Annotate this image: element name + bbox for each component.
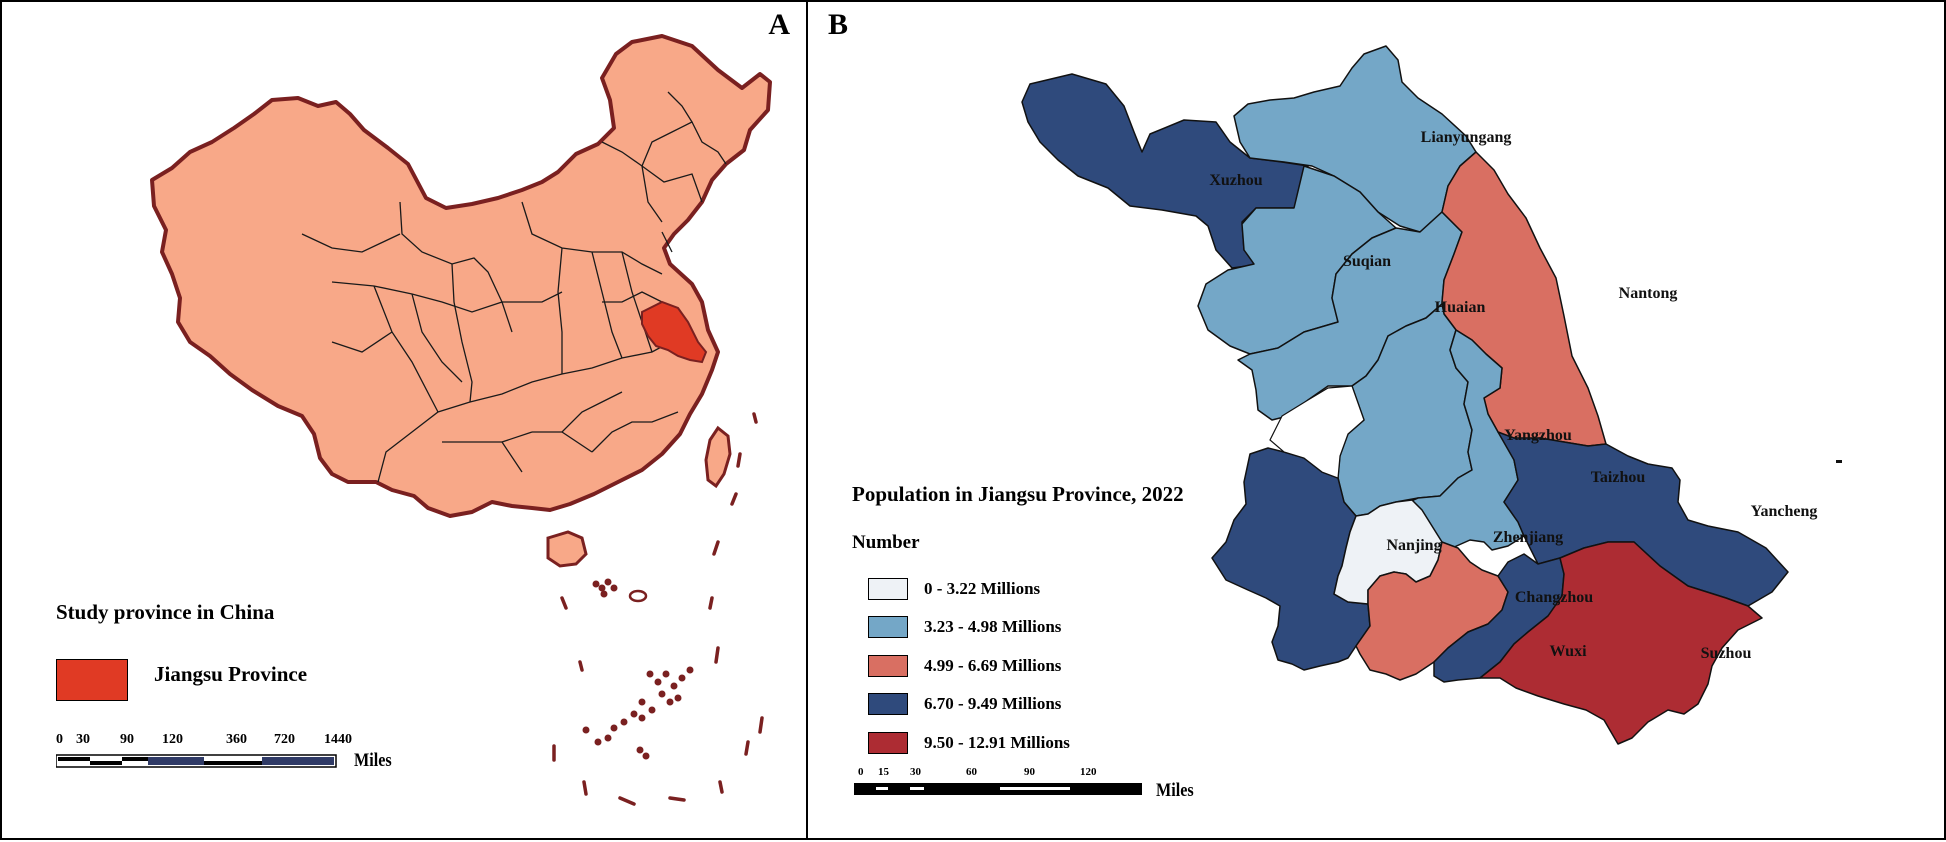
- hainan-island: [546, 530, 588, 568]
- legend-label: 3.23 - 4.98 Millions: [924, 617, 1062, 636]
- city-label-taizhou: Taizhou: [1591, 469, 1646, 486]
- scale-tick: 90: [120, 732, 134, 747]
- region-yancheng: [1497, 431, 1789, 607]
- city-label-huaian: Huaian: [1435, 299, 1486, 316]
- jiangsu-highlight: [641, 300, 708, 364]
- legend-swatch: [868, 732, 908, 754]
- panel-a-scale-units: Miles: [354, 750, 392, 771]
- scale-tick: 1440: [324, 732, 352, 747]
- south-china-sea-islands: [582, 578, 694, 760]
- legend-item: 0 - 3.22 Millions: [868, 578, 1040, 600]
- legend-item: 4.99 - 6.69 Millions: [868, 655, 1061, 677]
- coastal-mark: [1836, 460, 1842, 463]
- taiwan-island: [704, 425, 732, 489]
- city-label-lianyungang: Lianyungang: [1421, 129, 1512, 146]
- panel-b-legend-title: Population in Jiangsu Province, 2022: [852, 482, 1184, 506]
- panel-b-scale-units: Miles: [1156, 780, 1194, 801]
- legend-label: 6.70 - 9.49 Millions: [924, 694, 1062, 713]
- city-label-wuxi: Wuxi: [1549, 643, 1587, 660]
- jiangsu-legend-label: Jiangsu Province: [154, 662, 308, 686]
- legend-swatch: [868, 616, 908, 638]
- region-nanjing: [1211, 447, 1371, 671]
- scale-tick: 90: [1024, 766, 1035, 778]
- city-label-changzhou: Changzhou: [1515, 589, 1593, 606]
- legend-swatch: [868, 578, 908, 600]
- scale-tick: 30: [910, 766, 921, 778]
- jiangsu-legend-swatch: [56, 659, 128, 701]
- panel-b-letter: B: [828, 8, 849, 41]
- legend-item: 9.50 - 12.91 Millions: [868, 732, 1070, 754]
- scale-tick: 720: [274, 732, 295, 747]
- city-label-yangzhou: Yangzhou: [1504, 427, 1572, 444]
- panel-b-scale-bar: [854, 783, 1142, 795]
- legend-label: 0 - 3.22 Millions: [924, 579, 1041, 598]
- panel-a-scale-ticks: 0 30 90 120 360 720 1440: [56, 732, 356, 748]
- panel-b-scale-ticks: 0 15 30 60 90 120: [858, 766, 1158, 780]
- scale-tick: 360: [226, 732, 247, 747]
- scale-tick: 120: [162, 732, 183, 747]
- legend-label: 4.99 - 6.69 Millions: [924, 656, 1062, 675]
- china-mainland: [150, 34, 772, 518]
- scale-tick: 0: [56, 732, 63, 747]
- panel-a-china-map: A: [0, 0, 808, 840]
- lake-area: [1269, 385, 1365, 479]
- city-label-zhenjiang: Zhenjiang: [1493, 529, 1563, 546]
- jiangsu-map: Xuzhou Lianyungang Suqian Huaian Nantong…: [1021, 45, 1842, 745]
- scale-tick: 0: [858, 766, 864, 778]
- scale-tick: 120: [1080, 766, 1097, 778]
- city-label-suqian: Suqian: [1343, 253, 1391, 270]
- legend-swatch: [868, 693, 908, 715]
- city-label-nanjing: Nanjing: [1386, 537, 1441, 554]
- panel-a-legend-title: Study province in China: [56, 600, 275, 624]
- dash-line: [552, 412, 764, 806]
- panel-a-letter: A: [768, 8, 790, 41]
- city-label-yancheng: Yancheng: [1751, 503, 1818, 520]
- panel-b-jiangsu-map: B Xuzhou Lianyungang Suqian Huaian: [806, 0, 1946, 840]
- panel-b-legend-subtitle: Number: [852, 532, 920, 553]
- panel-a-scale-bar: [56, 754, 337, 768]
- legend-item: 6.70 - 9.49 Millions: [868, 693, 1061, 715]
- city-label-suzhou: Suzhou: [1701, 645, 1752, 662]
- legend-swatch: [868, 655, 908, 677]
- city-labels: Xuzhou Lianyungang Suqian Huaian Nantong…: [1209, 129, 1817, 662]
- legend-item: 3.23 - 4.98 Millions: [868, 616, 1061, 638]
- china-map: [150, 34, 772, 806]
- legend-label: 9.50 - 12.91 Millions: [924, 733, 1070, 752]
- scale-tick: 60: [966, 766, 977, 778]
- region-taizhou: [1403, 329, 1525, 555]
- province-borders: [301, 91, 727, 483]
- region-lianyungang: [1233, 45, 1477, 233]
- scale-tick: 15: [878, 766, 889, 778]
- scale-tick: 30: [76, 732, 90, 747]
- city-label-nantong: Nantong: [1619, 285, 1678, 302]
- city-label-xuzhou: Xuzhou: [1209, 172, 1262, 189]
- region-suzhou: [1479, 541, 1763, 745]
